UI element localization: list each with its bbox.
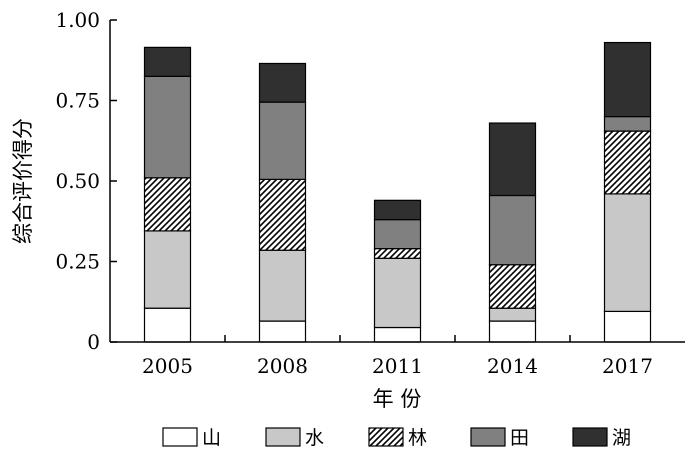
legend: 山水林田湖: [162, 427, 631, 449]
bar-segment-2017-series-1: [603, 310, 652, 343]
legend-label: 山: [202, 427, 221, 449]
legend-swatch: [368, 427, 404, 447]
bar-segment-2011-series-5: [373, 199, 422, 221]
x-tick-label: 2017: [602, 354, 653, 378]
x-tick-label: 2014: [487, 354, 538, 378]
y-tick-label: 0: [87, 330, 100, 354]
bar-segment-2017-series-2: [603, 193, 652, 313]
x-tick-label: 2005: [142, 354, 193, 378]
x-tick-label: 2011: [372, 354, 423, 378]
x-tick-label: 2008: [257, 354, 308, 378]
bar-segment-2005-series-4: [143, 75, 192, 179]
bars-layer: [143, 41, 652, 343]
bar-segment-2017-series-5: [603, 41, 652, 118]
bar-segment-2014-series-1: [488, 320, 537, 343]
legend-swatch: [162, 427, 198, 447]
bar-segment-2011-series-1: [373, 326, 422, 343]
bar-segment-2008-series-2: [258, 249, 307, 322]
bar-segment-2008-series-4: [258, 101, 307, 180]
bar-segment-2011-series-2: [373, 257, 422, 329]
y-tick-label: 0.75: [55, 89, 100, 113]
legend-label: 水: [305, 427, 324, 449]
y-tick-label: 0.25: [55, 250, 100, 274]
bar-segment-2011-series-3: [373, 248, 422, 259]
legend-label: 湖: [612, 427, 631, 449]
bar-segment-2014-series-5: [488, 122, 537, 197]
bar-segment-2005-series-5: [143, 46, 192, 77]
bar-segment-2005-series-1: [143, 307, 192, 343]
bar-segment-2017-series-3: [603, 130, 652, 195]
bar-segment-2014-series-3: [488, 264, 537, 309]
legend-swatch: [265, 427, 301, 447]
bar-segment-2008-series-3: [258, 178, 307, 251]
bar-segment-2011-series-4: [373, 219, 422, 250]
y-tick-label: 1.00: [55, 8, 100, 32]
bar-segment-2014-series-4: [488, 194, 537, 266]
y-axis-title: 综合评价得分: [11, 118, 35, 244]
legend-swatch: [470, 427, 506, 447]
legend-swatch: [572, 427, 608, 447]
bar-segment-2005-series-2: [143, 230, 192, 309]
bar-segment-2005-series-3: [143, 177, 192, 232]
y-tick-label: 0.50: [55, 169, 100, 193]
legend-label: 林: [408, 427, 427, 449]
x-axis-title: 年 份: [373, 387, 422, 411]
bar-segment-2008-series-5: [258, 62, 307, 103]
axes-layer: 0 0.25 0.50 0.75 1.00 2005 2008 2011 2014 2017: [55, 8, 685, 378]
bar-segment-2017-series-4: [603, 115, 652, 132]
legend-label: 田: [510, 427, 529, 449]
bar-segment-2008-series-1: [258, 320, 307, 343]
bar-segment-2014-series-2: [488, 307, 537, 322]
